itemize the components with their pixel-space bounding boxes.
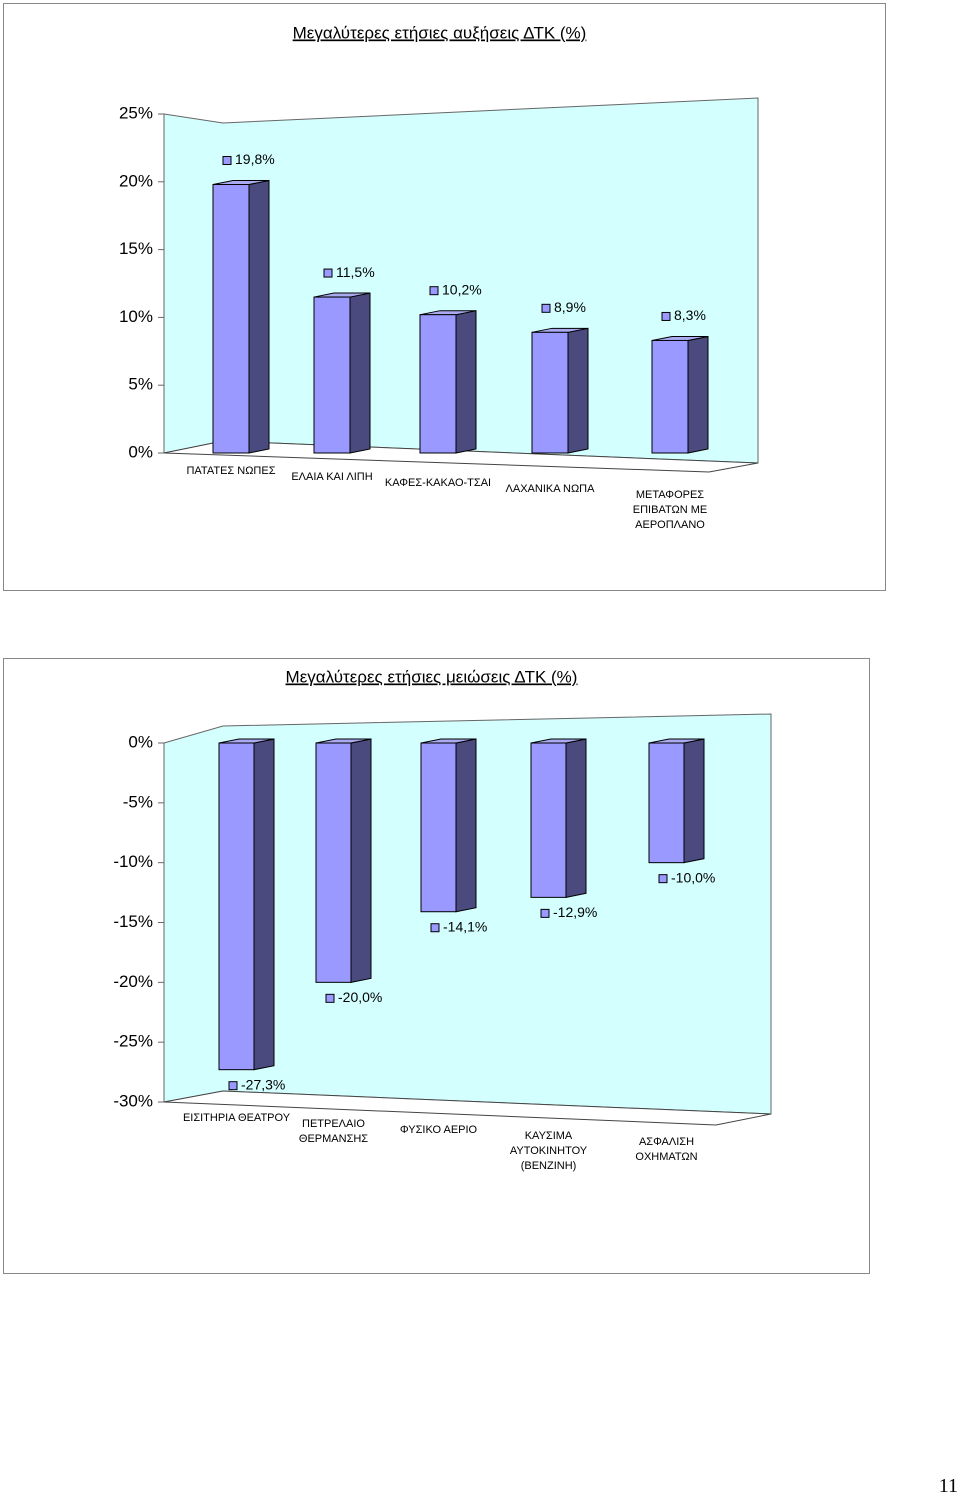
y-tick-label: -25% <box>113 1032 153 1051</box>
y-tick-label: -30% <box>113 1091 153 1110</box>
value-label: -20,0% <box>338 989 382 1005</box>
value-label: 19,8% <box>235 151 275 167</box>
x-tick-label: ΜΕΤΑΦΟΡΕΣ ΕΠΙΒΑΤΩΝ ΜΕ ΑΕΡΟΠΛΑΝΟ <box>632 489 708 531</box>
label-key <box>541 303 551 313</box>
label-key <box>429 286 439 296</box>
bar-side <box>687 335 709 454</box>
value-label: -10,0% <box>671 869 715 885</box>
bar-side <box>350 738 372 983</box>
bar <box>218 742 255 1071</box>
y-tick-label: -15% <box>113 912 153 931</box>
x-tick-label: ΠΕΤΡΕΛΑΙΟ ΘΕΡΜΑΝΣΗΣ <box>298 1118 369 1145</box>
y-tick-label: -10% <box>113 852 153 871</box>
value-label: -12,9% <box>553 904 597 920</box>
x-tick-label: ΛΑΧΑΝΙΚΑ ΝΩΠΑ <box>505 483 595 495</box>
chart: Μεγαλύτερες ετήσιες μειώσεις ΔΤΚ (%) 0% -5… <box>113 667 772 1126</box>
label-key <box>661 311 671 321</box>
bar <box>648 742 685 864</box>
page-number: 11 <box>938 1475 958 1497</box>
bar-side <box>349 292 371 454</box>
bar-side <box>567 327 589 454</box>
bar <box>315 742 352 983</box>
label-key <box>430 923 440 933</box>
label-key <box>540 908 550 918</box>
value-label: 8,3% <box>674 307 706 323</box>
value-label: 8,9% <box>554 299 586 315</box>
y-tick-label: -5% <box>123 792 153 811</box>
x-tick-label: ΑΣΦΑΛΙΣΗ ΟΧΗΜΑΤΩΝ <box>635 1136 698 1163</box>
x-tick-label: ΦΥΣΙΚΟ ΑΕΡΙΟ <box>399 1124 478 1136</box>
chart: Μεγαλύτερες ετήσιες αυξήσεις ΔΤΚ (%) 0% 5%… <box>119 23 759 473</box>
y-tick-label: 5% <box>128 375 153 394</box>
label-key <box>222 156 232 166</box>
chart-title: Μεγαλύτερες ετήσιες μειώσεις ΔΤΚ (%) <box>286 667 578 686</box>
y-tick-label: 0% <box>128 732 153 751</box>
y-tick-label: 15% <box>119 239 153 258</box>
bar-side <box>455 310 477 454</box>
bar <box>651 339 689 454</box>
chart-panel: Μεγαλύτερες ετήσιες αυξήσεις ΔΤΚ (%) 0% 5%… <box>3 3 886 591</box>
x-tick-label: ΕΙΣΙΤΗΡΙΑ ΘΕΑΤΡΟΥ <box>182 1112 291 1124</box>
x-tick-label: ΕΛΑΙΑ ΚΑΙ ΛΙΠΗ <box>291 471 373 483</box>
bar <box>531 331 569 454</box>
bar-side <box>253 738 275 1071</box>
y-tick-label: 0% <box>128 442 153 461</box>
bar-side <box>248 179 270 454</box>
bar <box>419 314 457 454</box>
bar <box>530 742 567 898</box>
y-tick-label: 25% <box>119 103 153 122</box>
bar-side <box>455 738 477 913</box>
y-tick-label: 10% <box>119 307 153 326</box>
bar <box>420 742 457 913</box>
y-tick-label: -20% <box>113 972 153 991</box>
value-label: 11,5% <box>336 264 375 280</box>
label-key <box>658 874 668 884</box>
label-key <box>325 993 335 1003</box>
x-tick-label: ΚΑΦΕΣ-ΚΑΚΑΟ-ΤΣΑΙ <box>384 477 492 489</box>
value-label: -14,1% <box>443 918 487 934</box>
x-tick-label: ΠΑΤΑΤΕΣ ΝΩΠΕΣ <box>186 465 276 477</box>
label-key <box>228 1081 238 1091</box>
bar-side <box>683 738 705 864</box>
label-key <box>323 268 333 278</box>
value-label: 10,2% <box>442 281 482 297</box>
bar <box>212 184 250 454</box>
bar-side <box>565 738 587 898</box>
y-tick-label: 20% <box>119 171 153 190</box>
bar <box>313 296 351 454</box>
chart-panel: Μεγαλύτερες ετήσιες μειώσεις ΔΤΚ (%) 0% -5… <box>3 658 870 1274</box>
floor <box>163 1090 772 1126</box>
chart-title: Μεγαλύτερες ετήσιες αυξήσεις ΔΤΚ (%) <box>293 23 587 42</box>
floor <box>163 440 759 473</box>
x-tick-label: ΚΑΥΣΙΜΑ ΑΥΤΟΚΙΝΗΤΟΥ (ΒΕΝΖΙΝΗ) <box>509 1130 588 1172</box>
value-label: -27,3% <box>241 1076 285 1092</box>
